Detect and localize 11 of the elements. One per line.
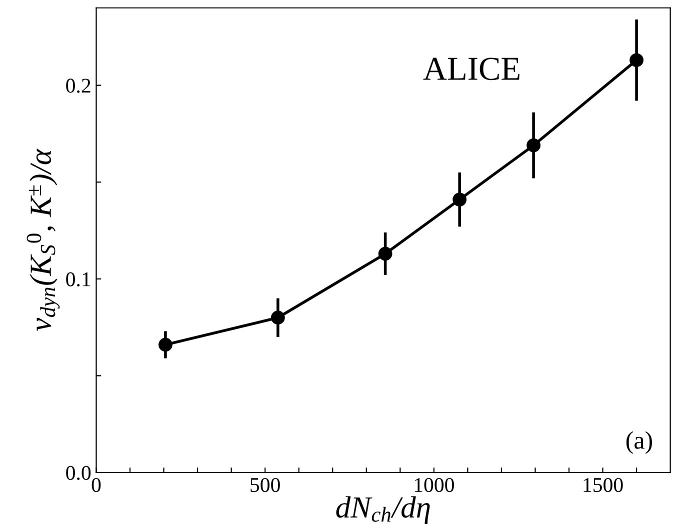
y-tick-label: 0.0 [66,466,91,480]
x-axis-title: dN$_{ch}$/dη [336,496,430,524]
x-tick-label: 0 [92,478,101,492]
x-tick-label: 1500 [584,478,623,492]
annotation: ALICE [423,58,520,80]
y-tick-label: 0.2 [66,78,90,93]
x-tick-label: 1000 [414,478,454,492]
annotation: (a) [626,431,652,454]
y-tick-label: 0.1 [66,272,90,286]
y-axis-title: ν$_{dyn}$(K$_{S}$$^{0}$, K$^{±}$)/α [26,148,60,331]
x-tick-label: 500 [250,478,280,492]
